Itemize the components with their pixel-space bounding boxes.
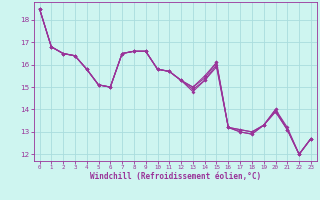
X-axis label: Windchill (Refroidissement éolien,°C): Windchill (Refroidissement éolien,°C) <box>90 172 261 181</box>
